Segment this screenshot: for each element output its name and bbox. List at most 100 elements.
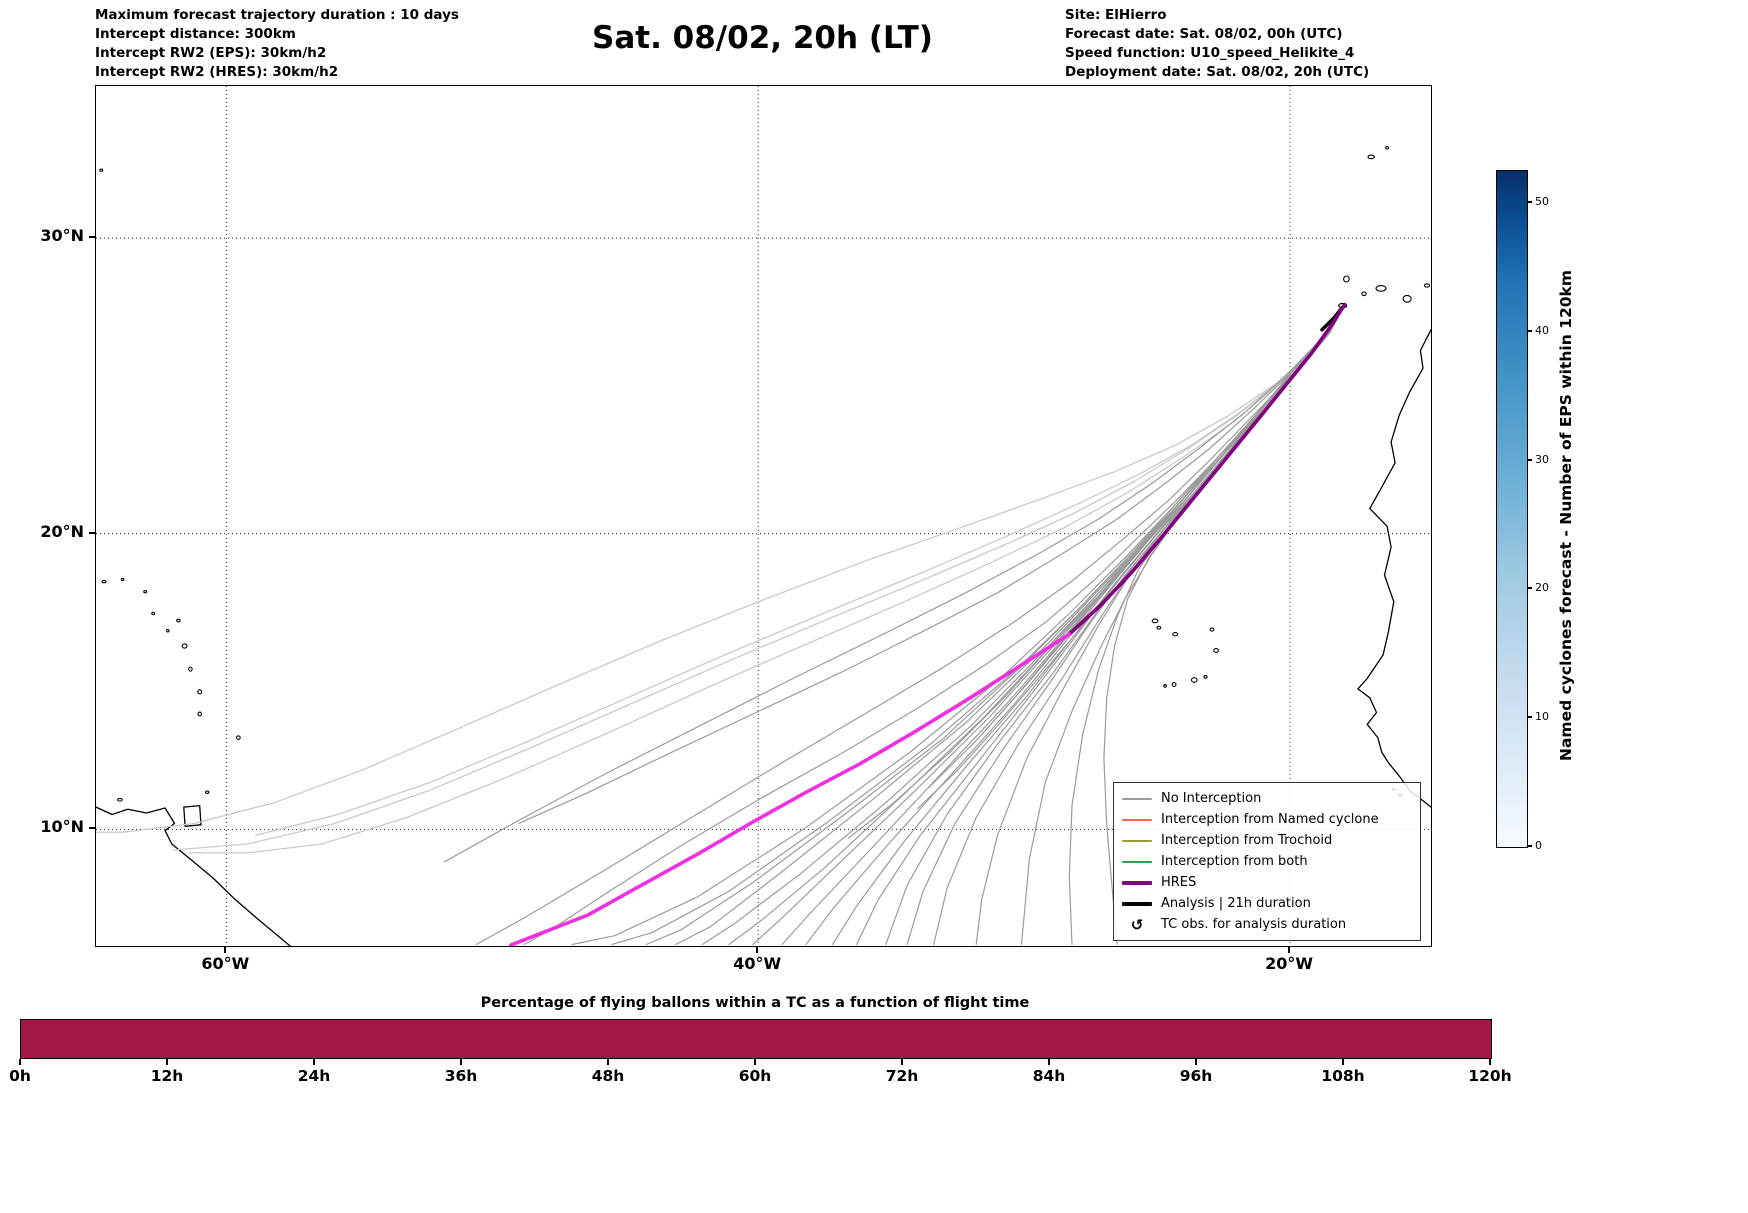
flight-time-chart-title: Percentage of flying ballons within a TC… — [480, 995, 1030, 1011]
coastline — [96, 806, 291, 946]
island — [99, 168, 104, 172]
legend-label: TC obs. for analysis duration — [1161, 917, 1347, 932]
hour-tick-mark — [1342, 1059, 1344, 1065]
legend-item: Interception from Trochoid — [1122, 830, 1412, 851]
tc-obs-marker-icon: ↺ — [1130, 915, 1144, 934]
forecast-info: Site: ElHierro Forecast date: Sat. 08/02… — [1065, 6, 1369, 82]
island — [1190, 677, 1198, 683]
info-line-deployment-date: Deployment date: Sat. 08/02, 20h (UTC) — [1065, 64, 1370, 80]
island — [1213, 648, 1219, 653]
legend-line — [1122, 860, 1152, 863]
island — [204, 790, 210, 795]
setting-line-distance: Intercept distance: 300km — [95, 26, 296, 42]
hour-tick-label: 48h — [591, 1067, 625, 1085]
colorbar-tick-mark — [1527, 716, 1532, 719]
coastline — [1357, 329, 1431, 808]
lon-tick-mark — [756, 946, 759, 953]
island — [1163, 684, 1167, 688]
colorbar-tick-label: 30 — [1535, 452, 1549, 466]
island — [143, 590, 148, 594]
hour-tick-mark — [607, 1059, 609, 1065]
legend-item: HRES — [1122, 872, 1412, 893]
island — [1367, 154, 1375, 160]
lat-tick-mark — [89, 236, 96, 239]
hour-tick-label: 84h — [1032, 1067, 1066, 1085]
legend-item: Interception from Named cyclone — [1122, 809, 1412, 830]
lon-tick-label: 40°W — [733, 954, 782, 973]
legend-line-sample — [1122, 839, 1152, 842]
colorbar-tick-label: 10 — [1535, 710, 1549, 724]
trajectory-line — [254, 304, 1346, 836]
colorbar-tick-label: 0 — [1535, 839, 1542, 852]
colorbar-tick-label: 50 — [1535, 195, 1549, 209]
island — [1209, 627, 1215, 632]
figure-title: Sat. 08/02, 20h (LT) — [592, 20, 933, 56]
hour-tick-label: 96h — [1179, 1067, 1213, 1085]
hour-tick-mark — [1048, 1059, 1050, 1065]
hour-tick-mark — [901, 1059, 903, 1065]
legend-label: Interception from both — [1161, 854, 1308, 869]
island — [1385, 146, 1390, 150]
lon-tick-mark — [1288, 946, 1291, 953]
setting-line-rw2-eps: Intercept RW2 (EPS): 30km/h2 — [95, 45, 327, 61]
legend-item: Interception from both — [1122, 851, 1412, 872]
info-line-forecast-date: Forecast date: Sat. 08/02, 00h (UTC) — [1065, 26, 1343, 42]
hour-tick-mark — [19, 1059, 21, 1065]
island — [1203, 674, 1208, 679]
trajectory-line — [443, 304, 1346, 863]
island — [188, 666, 193, 672]
colorbar-label-wrap: Named cyclones forecast - Number of EPS … — [1552, 85, 1580, 945]
colorbar-gradient — [1497, 171, 1527, 847]
trajectory-line — [475, 304, 1346, 946]
lat-tick-mark — [89, 827, 96, 830]
island — [151, 611, 156, 616]
hres-highlighted-segment-line — [509, 632, 1072, 946]
island — [1156, 625, 1162, 630]
lat-tick-label: 10°N — [40, 817, 84, 837]
legend-item: Analysis | 21h duration — [1122, 893, 1412, 914]
island — [166, 628, 170, 633]
island — [1343, 275, 1350, 283]
island — [1402, 294, 1412, 303]
hour-tick-mark — [1195, 1059, 1197, 1065]
legend-item: No Interception — [1122, 788, 1412, 809]
legend-line — [1122, 797, 1152, 800]
legend-label: Analysis | 21h duration — [1161, 896, 1311, 911]
island — [1423, 283, 1431, 288]
island — [235, 735, 241, 740]
island — [1361, 291, 1367, 297]
hres-line — [1067, 302, 1347, 637]
legend-line — [1122, 901, 1152, 906]
island — [1375, 285, 1387, 292]
hour-tick-label: 120h — [1468, 1067, 1512, 1085]
lon-tick-mark — [224, 946, 227, 953]
legend-label: Interception from Named cyclone — [1161, 812, 1379, 827]
trajectory-line — [172, 304, 1346, 851]
setting-line-rw2-hres: Intercept RW2 (HRES): 30km/h2 — [95, 64, 339, 80]
colorbar-tick-label: 20 — [1535, 581, 1549, 595]
colorbar-tick-mark — [1527, 458, 1532, 461]
hour-tick-label: 108h — [1321, 1067, 1365, 1085]
colorbar-tick-mark — [1527, 845, 1532, 847]
hour-tick-mark — [313, 1059, 315, 1065]
island — [117, 797, 123, 802]
hour-tick-mark — [166, 1059, 168, 1065]
legend-label: No Interception — [1161, 791, 1262, 806]
island — [1171, 682, 1177, 687]
hour-tick-label: 24h — [297, 1067, 331, 1085]
island — [101, 579, 107, 584]
island — [120, 577, 125, 582]
colorbar-tick-mark — [1527, 587, 1532, 590]
lat-tick-label: 30°N — [40, 226, 84, 246]
lon-tick-label: 60°W — [201, 954, 250, 973]
colorbar-label: Named cyclones forecast - Number of EPS … — [1557, 269, 1575, 761]
hour-tick-label: 72h — [885, 1067, 919, 1085]
island — [176, 618, 181, 623]
lon-tick-label: 20°W — [1265, 954, 1313, 973]
legend-line — [1122, 818, 1152, 821]
island — [181, 643, 188, 649]
colorbar-tick-mark — [1527, 329, 1532, 332]
info-line-speed-function: Speed function: U10_speed_Helikite_4 — [1065, 45, 1355, 61]
setting-line-duration: Maximum forecast trajectory duration : 1… — [95, 7, 459, 23]
